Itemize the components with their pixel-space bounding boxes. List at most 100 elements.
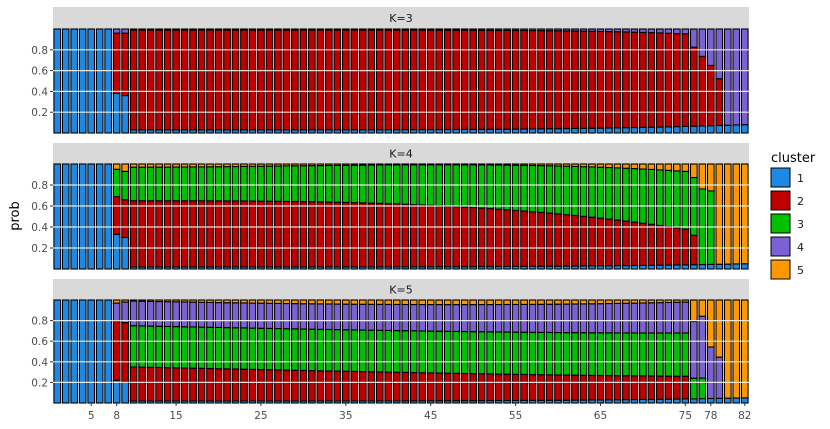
bar-segment-cluster-5 [223,299,231,304]
bar-individual-66 [605,28,613,134]
bar-segment-cluster-2 [197,29,206,131]
bar-individual-82 [740,299,749,404]
bar-segment-cluster-4 [121,28,130,34]
bar-segment-cluster-4 [698,315,707,379]
bar-segment-cluster-5 [622,299,630,304]
bar-segment-cluster-2 [180,367,189,402]
bar-segment-cluster-2 [112,32,121,95]
x-tick-label: 65 [594,410,607,422]
bar-individual-55 [511,299,520,404]
bar-individual-45 [426,28,435,134]
bar-segment-cluster-4 [375,28,384,31]
facet-panel: K=5 0.2 0.4 0.6 0.8 [31,279,749,404]
bar-segment-cluster-5 [291,299,299,305]
bar-individual-56 [520,163,528,270]
bar-individual-57 [528,28,537,134]
bar-segment-cluster-4 [121,301,130,324]
bar-segment-cluster-2 [511,29,520,130]
bar-segment-cluster-5 [401,163,410,166]
bar-segment-cluster-1 [664,398,673,404]
bar-segment-cluster-1 [672,264,681,270]
bar-individual-24 [248,299,257,404]
bar-segment-cluster-2 [689,46,698,127]
bar-segment-cluster-5 [172,299,180,303]
bar-individual-39 [375,163,384,270]
bar-segment-cluster-2 [299,201,308,268]
bar-individual-14 [163,28,172,134]
bar-segment-cluster-4 [647,28,656,34]
bar-segment-cluster-2 [630,31,639,129]
bar-segment-cluster-4 [554,303,562,334]
bar-individual-36 [350,299,359,404]
bar-segment-cluster-1 [672,126,681,134]
bar-individual-45 [426,299,435,404]
bar-segment-cluster-3 [511,331,520,375]
bar-segment-cluster-5 [494,299,503,306]
bar-segment-cluster-3 [605,166,613,220]
bar-individual-15 [172,299,180,404]
bar-segment-cluster-4 [214,28,223,31]
bar-segment-cluster-2 [426,372,435,402]
bar-segment-cluster-5 [596,299,605,305]
bar-segment-cluster-5 [605,299,613,305]
bar-segment-cluster-4 [477,304,486,333]
bar-individual-65 [596,163,605,270]
bar-segment-cluster-5 [647,299,656,304]
bar-individual-47 [443,299,452,404]
bar-segment-cluster-5 [265,163,274,167]
bar-segment-cluster-4 [248,302,257,329]
bar-individual-47 [443,163,452,270]
bar-individual-25 [257,28,265,134]
bar-segment-cluster-2 [384,29,393,131]
bar-segment-cluster-1 [537,128,545,134]
bar-segment-cluster-2 [409,29,418,131]
bar-segment-cluster-2 [163,200,172,268]
bar-segment-cluster-5 [189,299,197,303]
bar-individual-70 [639,299,647,404]
bar-segment-cluster-4 [588,28,596,32]
bar-segment-cluster-5 [672,163,681,172]
bar-segment-cluster-4 [384,28,393,31]
bar-segment-cluster-5 [282,163,291,167]
bar-segment-cluster-2 [367,202,376,268]
bar-segment-cluster-3 [384,164,393,205]
bar-individual-33 [324,299,333,404]
bar-segment-cluster-4 [639,302,647,334]
bar-segment-cluster-1 [53,299,62,404]
bar-segment-cluster-3 [180,166,189,202]
bar-segment-cluster-5 [282,299,291,305]
bar-segment-cluster-2 [706,64,715,127]
bar-segment-cluster-2 [460,372,469,402]
bar-segment-cluster-4 [333,303,342,331]
bar-segment-cluster-3 [231,327,240,370]
bar-segment-cluster-4 [129,300,138,327]
bar-segment-cluster-1 [664,264,673,270]
bar-individual-73 [664,28,673,134]
bar-individual-71 [647,28,656,134]
bar-segment-cluster-2 [121,322,130,383]
bar-segment-cluster-4 [723,28,732,126]
bar-segment-cluster-2 [129,200,138,268]
bar-individual-19 [206,28,214,134]
bar-individual-64 [588,299,596,404]
facet-strip-label: K=4 [389,148,412,161]
bar-segment-cluster-3 [630,332,639,377]
bar-segment-cluster-5 [537,163,545,167]
bar-individual-33 [324,163,333,270]
bar-segment-cluster-4 [392,303,401,332]
bar-segment-cluster-2 [155,200,163,268]
facet-strip [53,7,749,29]
bar-individual-21 [223,163,231,270]
bar-segment-cluster-4 [639,28,647,33]
bar-segment-cluster-3 [613,167,622,221]
bar-segment-cluster-2 [172,367,180,402]
bar-segment-cluster-5 [511,299,520,305]
bar-segment-cluster-4 [503,303,511,333]
bar-segment-cluster-2 [392,29,401,131]
bar-segment-cluster-4 [486,303,494,333]
bar-segment-cluster-5 [163,163,172,168]
bar-segment-cluster-2 [664,226,673,266]
bar-individual-16 [180,299,189,404]
bar-segment-cluster-5 [477,299,486,306]
bar-segment-cluster-1 [698,125,707,134]
